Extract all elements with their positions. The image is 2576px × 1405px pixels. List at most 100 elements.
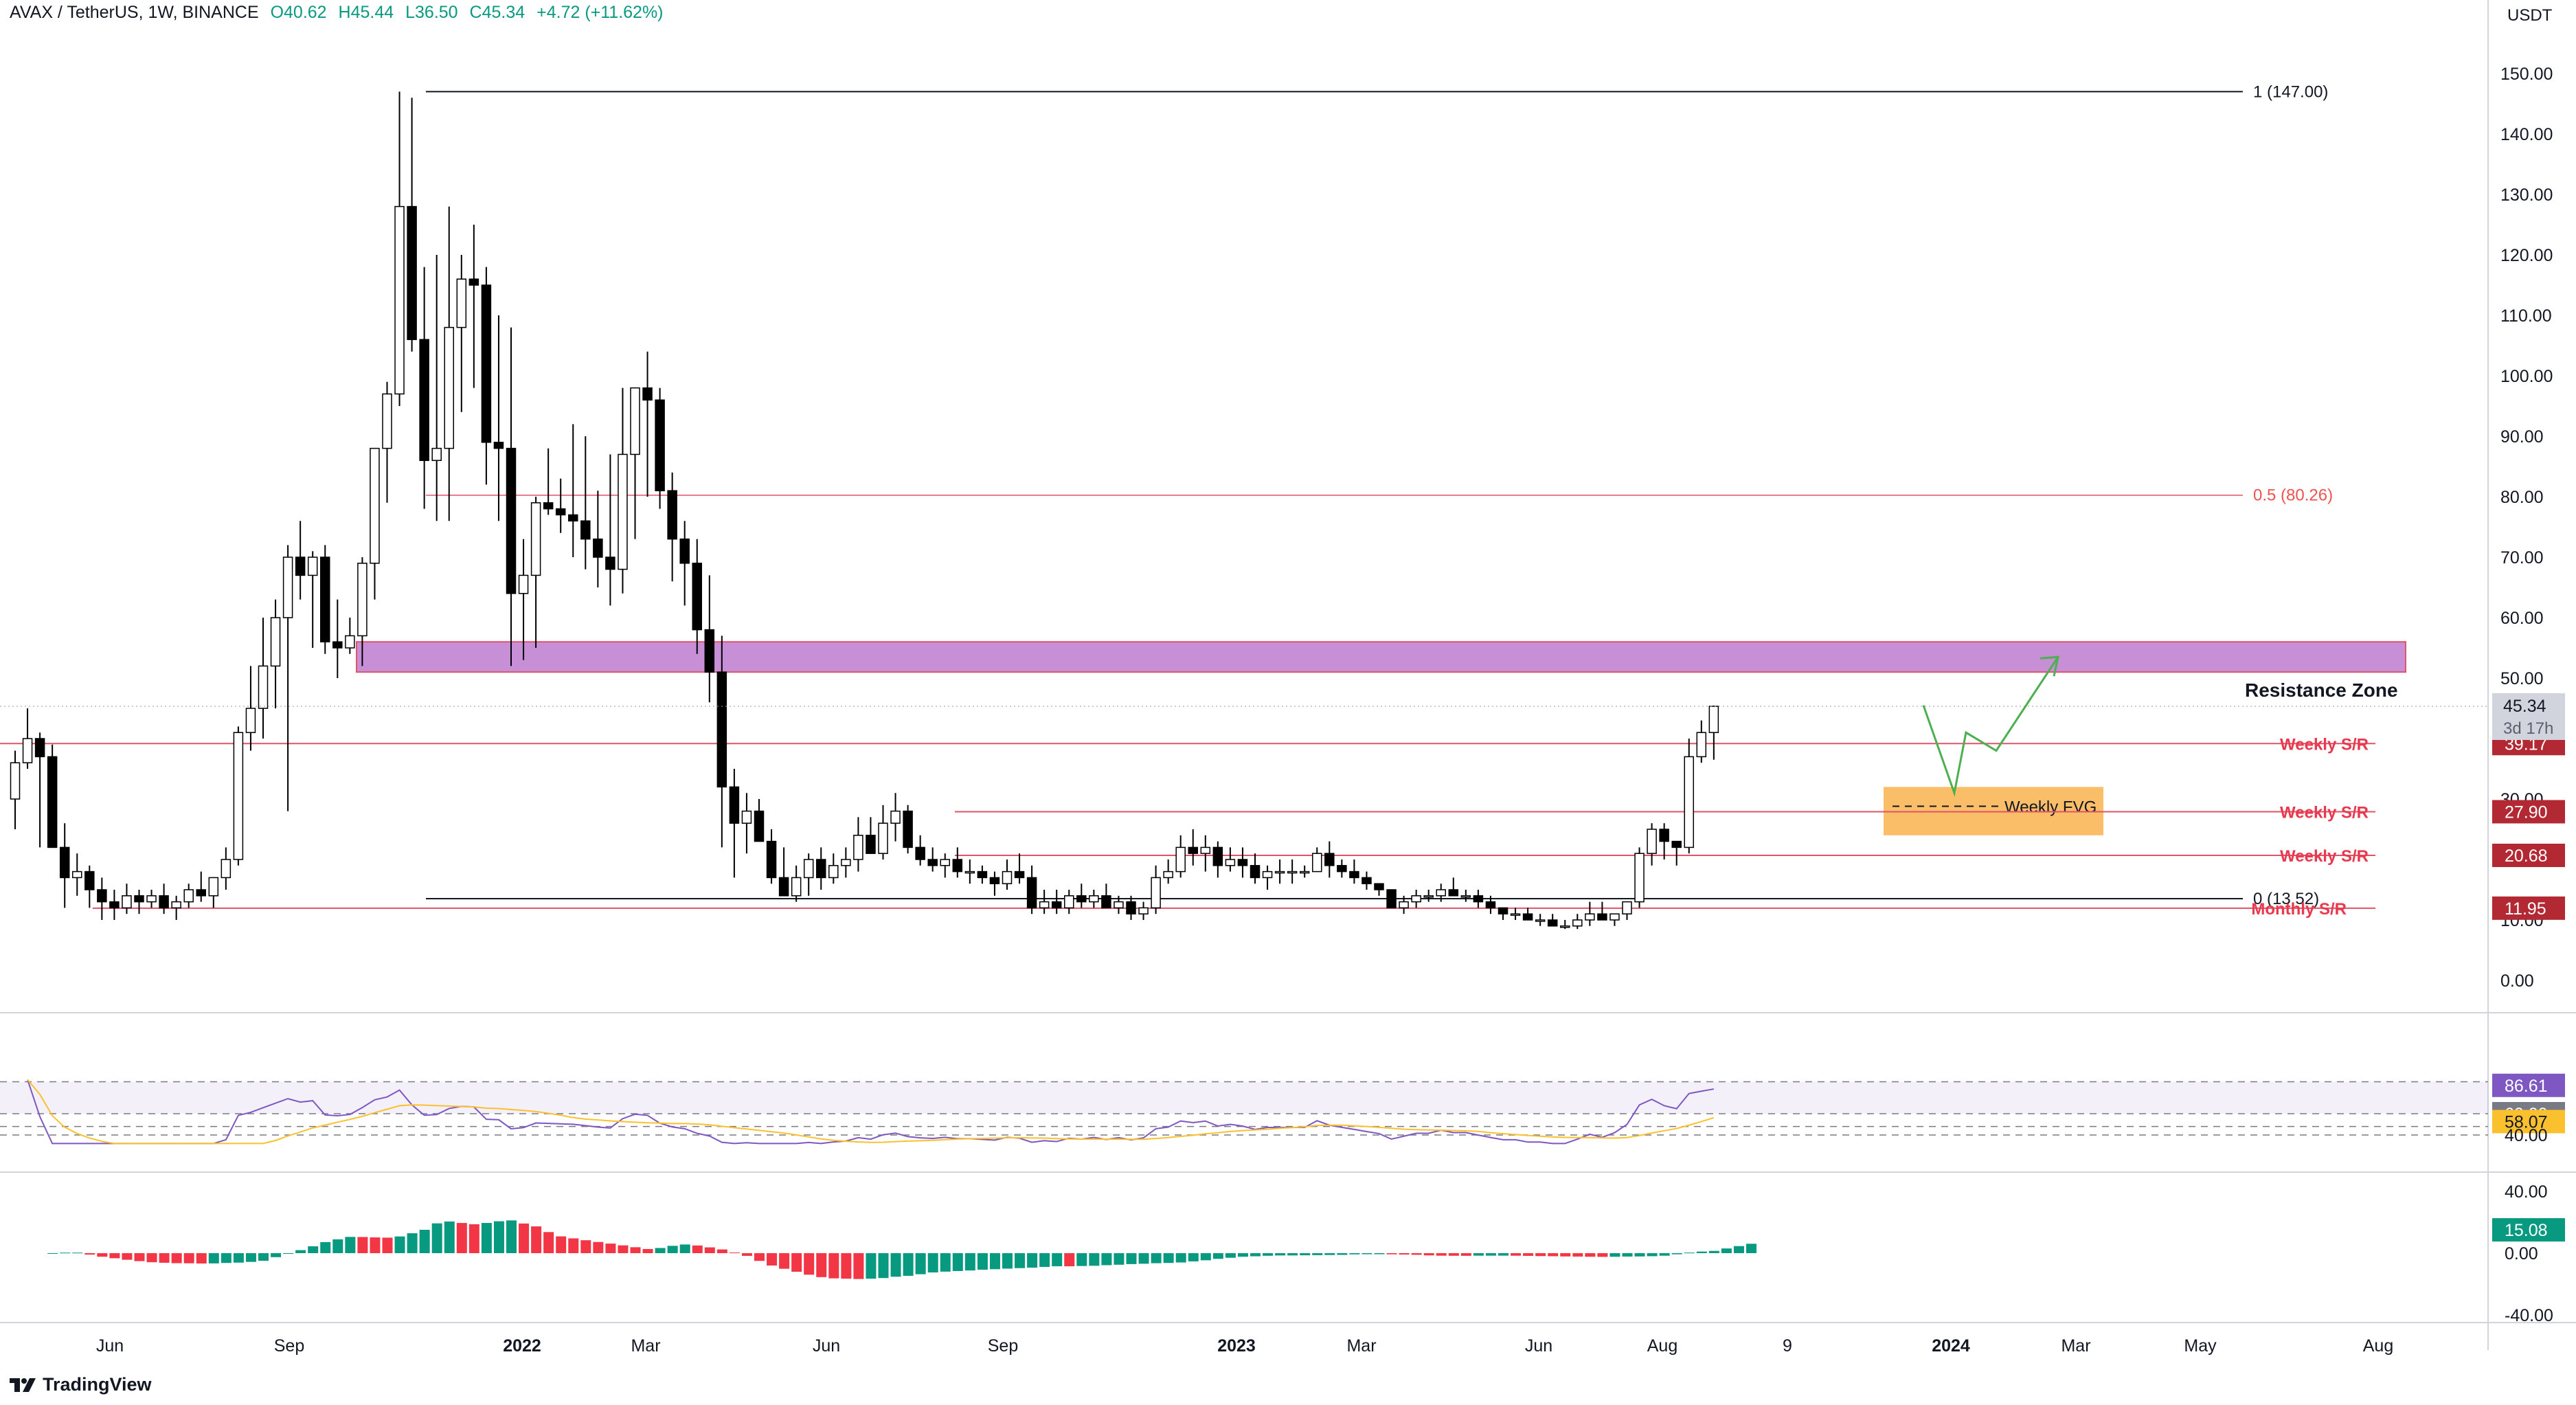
candle[interactable] (1522, 913, 1533, 921)
candle[interactable] (320, 557, 330, 642)
candle[interactable] (1101, 895, 1111, 909)
candle[interactable] (866, 835, 876, 854)
candle[interactable] (1026, 877, 1037, 909)
tradingview-logo[interactable]: TradingView (10, 1374, 152, 1395)
candle[interactable] (407, 205, 417, 340)
candle[interactable] (208, 877, 219, 897)
candle[interactable] (468, 278, 479, 286)
candle[interactable] (171, 901, 181, 909)
candle[interactable] (233, 732, 244, 860)
candle[interactable] (506, 447, 517, 594)
candle[interactable] (1622, 901, 1632, 914)
candle[interactable] (828, 865, 839, 879)
candle[interactable] (493, 442, 504, 449)
candle[interactable] (1560, 925, 1570, 928)
candle[interactable] (1485, 901, 1496, 909)
candle[interactable] (1175, 846, 1186, 873)
candle[interactable] (530, 502, 541, 576)
rsi-line[interactable] (27, 1079, 1715, 1145)
candle[interactable] (1225, 859, 1236, 866)
candle[interactable] (146, 895, 157, 903)
symbol-name[interactable]: AVAX / TetherUS, 1W, BINANCE (10, 3, 259, 22)
candle[interactable] (1659, 829, 1669, 842)
candle[interactable] (1051, 901, 1062, 909)
candle[interactable] (481, 284, 492, 443)
candle[interactable] (518, 574, 529, 594)
candle[interactable] (853, 835, 863, 860)
candle[interactable] (655, 399, 665, 491)
candle[interactable] (97, 889, 107, 903)
candle[interactable] (1547, 919, 1558, 927)
candle[interactable] (1312, 853, 1322, 873)
candle[interactable] (1708, 706, 1719, 733)
candle[interactable] (332, 641, 343, 649)
candle[interactable] (1138, 907, 1149, 914)
candle[interactable] (345, 635, 355, 649)
candle[interactable] (1448, 889, 1459, 897)
candle[interactable] (1287, 870, 1298, 874)
candle[interactable] (1473, 895, 1484, 903)
candle[interactable] (122, 895, 132, 909)
candle[interactable] (357, 563, 368, 637)
candle[interactable] (72, 870, 82, 879)
candle[interactable] (890, 810, 901, 824)
candle[interactable] (1163, 870, 1173, 879)
candle[interactable] (84, 870, 95, 890)
rsi-ma-line[interactable] (27, 1079, 1715, 1145)
candle[interactable] (1671, 840, 1682, 848)
candle[interactable] (1337, 865, 1347, 873)
candle[interactable] (394, 205, 405, 395)
candle[interactable] (1089, 895, 1099, 903)
candle[interactable] (667, 490, 677, 540)
candle[interactable] (1535, 919, 1546, 922)
candle[interactable] (258, 665, 269, 709)
candle[interactable] (778, 877, 789, 897)
candle[interactable] (1423, 895, 1434, 898)
candle[interactable] (22, 738, 33, 763)
candle[interactable] (1237, 859, 1248, 866)
candle[interactable] (1349, 870, 1359, 879)
candle[interactable] (1436, 889, 1446, 897)
candle[interactable] (1151, 877, 1161, 909)
candle[interactable] (444, 326, 454, 449)
candle[interactable] (10, 762, 21, 800)
candle[interactable] (630, 387, 640, 456)
candle[interactable] (1250, 865, 1261, 879)
candle[interactable] (1597, 913, 1607, 921)
candle[interactable] (1585, 913, 1595, 921)
candle[interactable] (456, 278, 467, 328)
candle[interactable] (1188, 846, 1198, 854)
candle[interactable] (295, 557, 306, 576)
candle[interactable] (159, 895, 169, 909)
candle[interactable] (568, 514, 578, 521)
candle[interactable] (1411, 895, 1421, 903)
candle[interactable] (791, 877, 802, 897)
candle[interactable] (766, 840, 777, 879)
candle[interactable] (1126, 901, 1136, 914)
candle[interactable] (47, 756, 58, 848)
candle[interactable] (307, 557, 318, 576)
candle[interactable] (1064, 895, 1074, 909)
candle[interactable] (716, 671, 727, 788)
candle[interactable] (704, 629, 715, 673)
candle[interactable] (370, 447, 380, 564)
candle[interactable] (1386, 889, 1397, 909)
resistance-zone[interactable] (356, 641, 2406, 673)
candle[interactable] (1039, 901, 1050, 909)
candle[interactable] (940, 859, 950, 866)
candle[interactable] (692, 563, 702, 631)
candle[interactable] (803, 859, 814, 879)
candle[interactable] (952, 859, 963, 873)
candle[interactable] (754, 810, 765, 842)
candle[interactable] (1696, 732, 1707, 758)
candle[interactable] (1460, 895, 1471, 898)
candle[interactable] (1498, 907, 1509, 914)
candle[interactable] (1076, 895, 1087, 903)
candle[interactable] (109, 901, 120, 909)
candle[interactable] (593, 538, 603, 558)
candle[interactable] (1399, 901, 1409, 909)
candle[interactable] (903, 810, 913, 848)
candle[interactable] (741, 810, 752, 824)
candle[interactable] (183, 889, 194, 903)
